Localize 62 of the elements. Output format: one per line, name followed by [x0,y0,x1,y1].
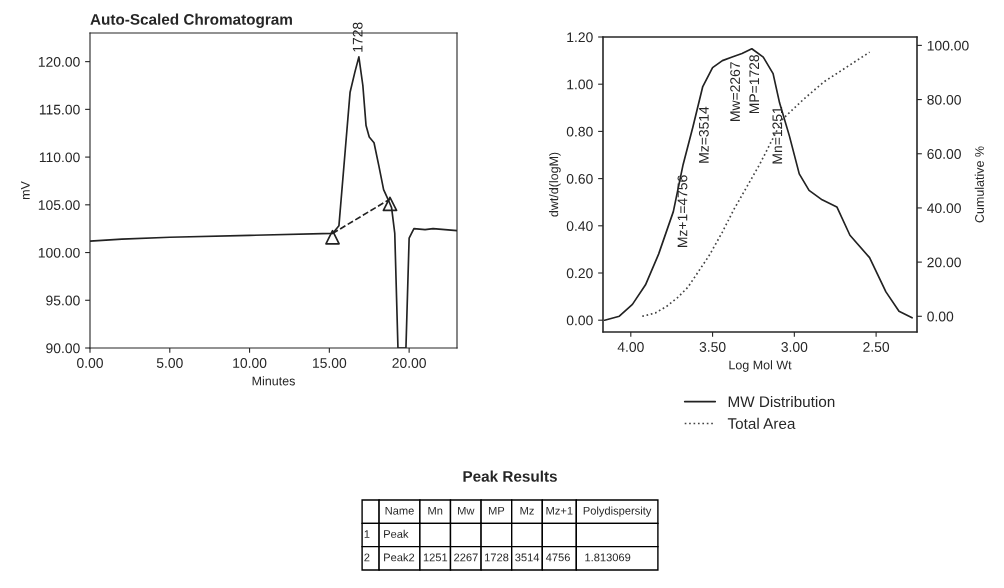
y-tick-label: 1.20 [567,32,593,43]
category-label: Mn [428,506,443,515]
y-tick-label: 90.00 [46,343,80,354]
y-tick-label: 0.00 [566,315,593,326]
y2-tick-label: 20.00 [927,257,961,268]
annotation: Mw=2267 [730,62,741,121]
category-label: Polydispersity [583,506,652,517]
text: Peak [384,529,409,538]
y-tick-label: 95.00 [46,295,80,306]
x-axis-title: Log Mol Wt [729,360,792,372]
y-tick-label: 1.00 [567,79,593,90]
y-tick-label: 115.00 [39,104,80,115]
x-tick-label: 2.50 [863,342,890,352]
category-label: Mz [520,506,534,515]
y-tick-label: 100.00 [38,247,80,258]
x-tick-label: 15.00 [313,358,347,368]
x-tick-label: 5.00 [156,358,183,368]
text: 4756 [545,553,570,562]
category-label: Name [385,506,414,515]
x-axis-title: Minutes [252,376,295,386]
y-tick-label: 105.00 [38,200,80,210]
x-tick-label: 0.00 [77,358,103,368]
text: 2 [364,553,370,562]
y-axis-title: mV [21,181,30,200]
legend-label: MW Distribution [728,395,835,408]
chart-title: Auto-Scaled Chromatogram [90,13,292,28]
text: 1.813069 [585,553,631,562]
y-tick-label: 0.60 [566,173,593,184]
category-label: Mz+1 [546,506,573,515]
y-tick-label: 0.80 [566,126,593,137]
x-tick-label: 20.00 [392,358,426,368]
y2-tick-label: 0.00 [927,311,954,322]
y2-tick-label: 40.00 [927,203,961,214]
x-tick-label: 4.00 [617,342,644,352]
x-tick-label: 10.00 [233,358,267,368]
category-label: Mw [458,506,475,515]
text: Peak Results [463,470,557,482]
y-tick-label: 110.00 [39,152,80,163]
y-axis-title: dwt/d(logM) [549,152,561,217]
y-tick-label: 120.00 [38,56,80,67]
y2-tick-label: 100.00 [927,40,969,51]
annotation: 1728 [352,22,363,52]
x-tick-label: 3.00 [781,342,808,352]
x-tick-label: 3.50 [699,342,726,352]
y-tick-label: 0.20 [566,268,593,279]
y-tick-label: 0.40 [566,221,593,231]
annotation: MP=1728 [749,54,760,114]
y2-axis-title: Cumulative % [974,146,984,223]
text: Peak2 [384,553,415,562]
text: 1728 [485,553,509,562]
line-series [641,51,871,318]
y2-tick-label: 60.00 [927,149,961,159]
annotation: Mn=1251 [772,106,783,164]
text: 1251 [423,553,448,562]
y2-tick-label: 80.00 [927,94,961,105]
category-label: MP [488,506,505,515]
text: 3514 [515,553,540,562]
legend-label: Total Area [727,417,796,429]
annotation: Mz=3514 [698,106,709,163]
text: 2267 [454,553,478,562]
annotation: Mz+1=4756 [677,175,688,247]
text: 1 [364,530,370,538]
